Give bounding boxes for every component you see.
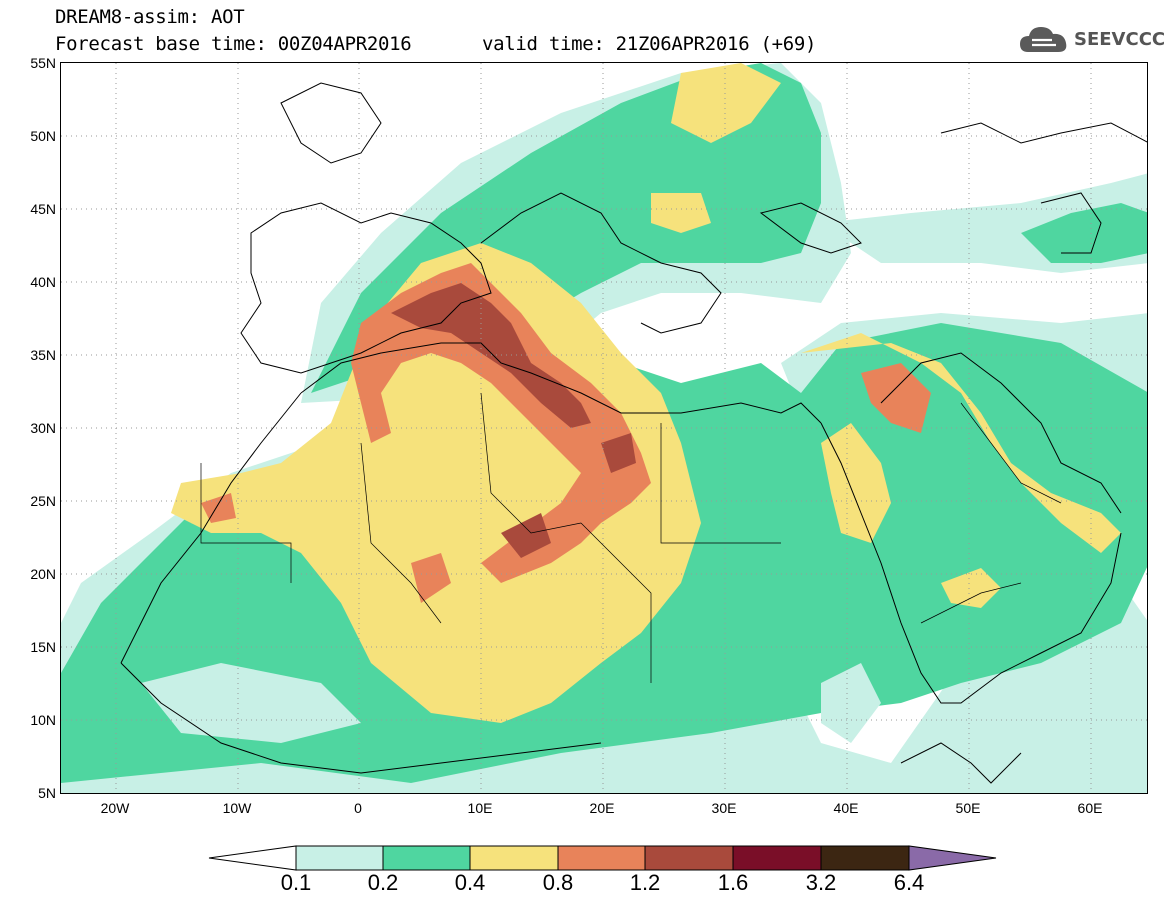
aot-colorbar: [208, 845, 997, 871]
colorbar-label-0-4: 0.4: [454, 870, 486, 895]
colorbar-label-0-2: 0.2: [367, 870, 399, 895]
colorbar-label-0-8: 0.8: [542, 870, 574, 895]
colorbar-high-arrow: [908, 845, 997, 871]
colorbar-swatch-4: [557, 845, 646, 871]
country-borders: [200, 392, 1062, 683]
map-title: DREAM8-assim: AOT: [55, 6, 245, 28]
colorbar-label-6-4: 6.4: [893, 870, 925, 895]
colorbar-low-arrow: [208, 845, 297, 871]
lat-label-10n: 10N: [30, 712, 56, 728]
colorbar-label-1-2: 1.2: [629, 870, 661, 895]
colorbar-swatch-1: [295, 845, 384, 871]
aot-field-svg: [61, 63, 1147, 793]
colorbar-label-3-2: 3.2: [805, 870, 837, 895]
colorbar-swatch-2: [382, 845, 471, 871]
valid-time: valid time: 21Z06APR2016 (+69): [482, 33, 817, 55]
graticule: [61, 63, 1147, 793]
lat-label-15n: 15N: [30, 639, 56, 655]
lon-label-20w: 20W: [100, 800, 130, 816]
colorbar-swatch-5: [644, 845, 734, 871]
lat-label-40n: 40N: [30, 274, 56, 290]
lon-label-60e: 60E: [1077, 800, 1103, 816]
lat-label-5n: 5N: [38, 785, 56, 801]
colorbar-label-1-6: 1.6: [717, 870, 749, 895]
lon-label-10w: 10W: [222, 800, 252, 816]
lat-label-30n: 30N: [30, 420, 56, 436]
aot-map: [60, 62, 1148, 794]
lat-label-55n: 55N: [30, 55, 56, 71]
aot-band-0-8: [201, 263, 931, 603]
lat-label-45n: 45N: [30, 201, 56, 217]
seevccc-logo: SEEVCCC: [1018, 22, 1165, 56]
colorbar-swatch-3: [469, 845, 559, 871]
lon-label-20e: 20E: [589, 800, 615, 816]
coastlines: [120, 82, 1147, 784]
lon-label-30e: 30E: [711, 800, 737, 816]
forecast-base-time: Forecast base time: 00Z04APR2016: [55, 33, 412, 55]
lat-label-20n: 20N: [30, 566, 56, 582]
lat-label-50n: 50N: [30, 128, 56, 144]
cloud-icon: [1020, 27, 1067, 52]
lon-label-10e: 10E: [467, 800, 493, 816]
colorbar-swatch-6: [732, 845, 822, 871]
lon-label-0: 0: [354, 800, 362, 816]
logo-text: SEEVCCC: [1074, 28, 1165, 50]
aot-band-0-4: [171, 63, 1121, 723]
lon-label-50e: 50E: [955, 800, 981, 816]
lon-label-40e: 40E: [833, 800, 859, 816]
colorbar-label-0-1: 0.1: [280, 870, 312, 895]
colorbar-swatch-7: [820, 845, 910, 871]
lat-label-25n: 25N: [30, 493, 56, 509]
lat-label-35n: 35N: [30, 347, 56, 363]
